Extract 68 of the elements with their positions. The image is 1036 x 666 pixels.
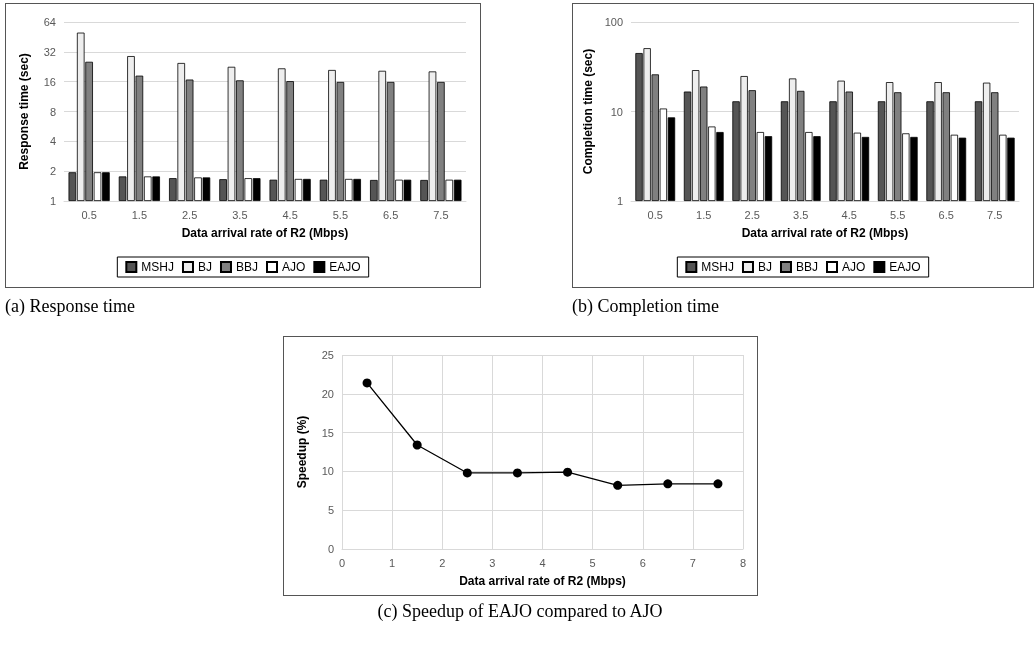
x-tick-label: 6	[639, 556, 646, 569]
y-tick-label: 15	[321, 426, 334, 439]
point	[362, 378, 372, 388]
y-tick-label: 4	[49, 135, 56, 148]
text: (c) Speedup of EAJO compared to AJO	[376, 601, 664, 622]
x-tick-label: 4	[539, 556, 546, 569]
point	[462, 468, 472, 478]
y-tick-label: 10	[610, 105, 623, 118]
x-tick-label: 1	[389, 556, 396, 569]
point	[713, 479, 723, 489]
y-axis-title: Completion time (sec)	[580, 48, 595, 175]
x-tick-label: 5	[589, 556, 596, 569]
legend-label: BBJ	[795, 260, 819, 274]
x-tick-label: 0	[338, 556, 346, 569]
y-axis-title: Speedup (%)	[295, 415, 309, 489]
x-tick-label: 2.5	[744, 208, 760, 221]
text: (b) Completion time	[572, 296, 720, 317]
y-tick-label: 8	[49, 105, 56, 118]
y-tick-label: 100	[604, 16, 623, 28]
y-tick-label: 0	[327, 543, 334, 555]
legend-label: AJO	[282, 260, 306, 274]
x-tick-label: 3	[489, 556, 496, 569]
x-tick-label: 6.5	[938, 208, 954, 221]
x-tick-label: 8	[739, 556, 747, 569]
x-tick-label: 4.5	[282, 208, 298, 221]
x-tick-label: 7	[689, 556, 696, 569]
x-tick-label: 6.5	[382, 208, 399, 221]
legend-label: EAJO	[329, 260, 361, 274]
y-tick-label: 2	[49, 165, 56, 178]
x-axis-title: Data arrival rate of R2 (Mbps)	[459, 574, 626, 588]
x-tick-label: 5.5	[890, 208, 906, 221]
y-tick-label: 32	[43, 45, 56, 58]
x-tick-label: 0.5	[647, 208, 663, 221]
x-tick-label: 0.5	[81, 208, 97, 221]
legend-label: BJ	[197, 260, 212, 274]
text: (a) Response time	[5, 296, 136, 317]
y-tick-label: 1	[49, 195, 56, 207]
point	[613, 480, 623, 490]
x-tick-label: 1.5	[131, 208, 148, 221]
y-tick-label: 25	[321, 349, 334, 361]
legend-label: MSHJ	[701, 260, 734, 274]
y-tick-label: 5	[327, 504, 334, 517]
point	[412, 440, 422, 450]
x-axis-title: Data arrival rate of R2 (Mbps)	[741, 226, 909, 240]
y-tick-label: 64	[43, 16, 56, 28]
x-tick-label: 2.5	[181, 208, 198, 221]
x-tick-label: 7.5	[987, 208, 1003, 221]
legend-label: EAJO	[889, 260, 921, 274]
y-axis-title: Response time (sec)	[17, 53, 31, 170]
x-tick-label: 7.5	[433, 208, 449, 221]
point	[512, 468, 522, 478]
x-tick-label: 3.5	[232, 208, 248, 221]
legend-label: BBJ	[235, 260, 259, 274]
y-tick-label: 1	[616, 195, 623, 207]
legend-label: MSHJ	[141, 260, 174, 274]
point	[563, 467, 573, 477]
legend-label: AJO	[842, 260, 866, 274]
legend-label: BJ	[757, 260, 772, 274]
x-tick-label: 3.5	[793, 208, 809, 221]
y-tick-label: 20	[321, 387, 334, 400]
x-tick-label: 5.5	[332, 208, 349, 221]
y-tick-label: 16	[43, 75, 56, 88]
x-axis-title: Data arrival rate of R2 (Mbps)	[181, 226, 349, 240]
x-tick-label: 4.5	[841, 208, 857, 221]
x-tick-label: 1.5	[696, 208, 712, 221]
point	[663, 479, 673, 489]
y-tick-label: 10	[321, 465, 334, 478]
x-tick-label: 2	[439, 556, 446, 569]
